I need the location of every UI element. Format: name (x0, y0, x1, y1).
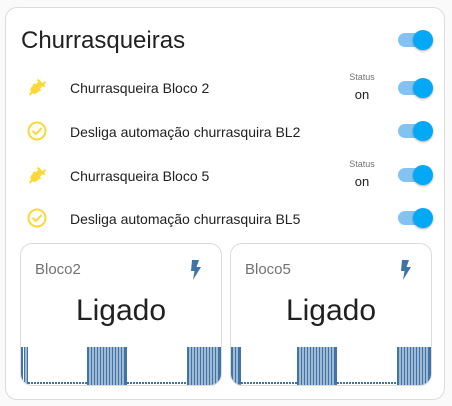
flash-icon (401, 260, 411, 280)
flash-icon (191, 260, 201, 280)
status-attribute: Status on (342, 159, 382, 189)
status-value: on (354, 87, 370, 102)
toggle-knob (413, 30, 433, 50)
sensor-name: Bloco2 (35, 261, 81, 278)
toggle-knob (413, 78, 433, 98)
row-label[interactable]: Desliga automação churrasquira BL2 (70, 124, 301, 140)
power-plug-icon[interactable] (25, 163, 49, 187)
power-plug-icon[interactable] (25, 75, 49, 99)
sensor-state: Ligado (285, 294, 377, 327)
header-toggle[interactable] (398, 30, 434, 50)
sensor-history-graph (21, 343, 221, 385)
desliga-automacao-bl5-toggle[interactable] (398, 208, 434, 228)
status-title: Status (349, 72, 375, 82)
toggle-knob (413, 165, 433, 185)
check-circle-icon[interactable] (25, 119, 49, 143)
sensor-card-bloco2[interactable]: Bloco2 Ligado (20, 243, 222, 386)
churrasqueira-bloco-5-toggle[interactable] (398, 165, 434, 185)
row-label[interactable]: Churrasqueira Bloco 2 (70, 80, 210, 96)
graph-bar-separators (233, 347, 428, 385)
sensor-card-bloco5[interactable]: Bloco5 Ligado (230, 243, 432, 386)
sensor-name: Bloco5 (245, 261, 291, 278)
sensor-state: Ligado (75, 294, 167, 327)
graph-bar-separators (23, 347, 218, 385)
card-title: Churrasqueiras (21, 27, 186, 54)
status-attribute: Status on (342, 72, 382, 102)
row-label[interactable]: Desliga automação churrasquira BL5 (70, 211, 301, 227)
status-value: on (354, 174, 370, 189)
toggle-knob (413, 121, 433, 141)
sensor-history-graph (231, 343, 431, 385)
churrasqueira-bloco-2-toggle[interactable] (398, 78, 434, 98)
entities-card: Churrasqueiras Churrasqueira Bloco 2 Sta… (5, 7, 445, 400)
desliga-automacao-bl2-toggle[interactable] (398, 121, 434, 141)
check-circle-icon[interactable] (25, 206, 49, 230)
status-title: Status (349, 159, 375, 169)
row-label[interactable]: Churrasqueira Bloco 5 (70, 168, 210, 184)
toggle-knob (413, 208, 433, 228)
